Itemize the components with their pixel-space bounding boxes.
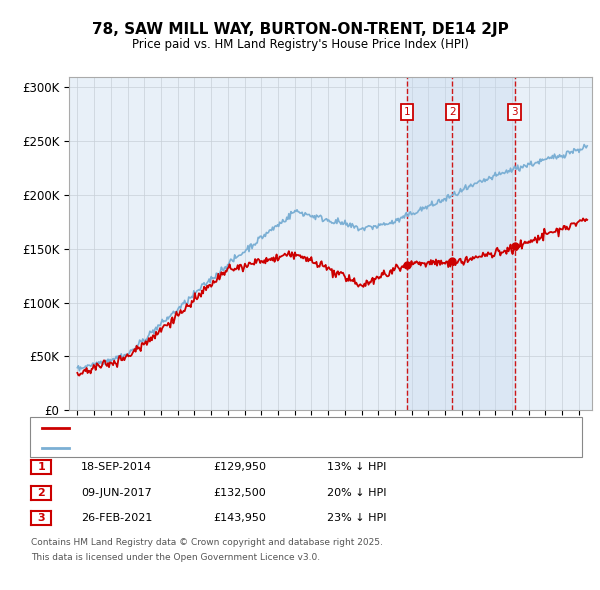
Bar bbox=[407, 77, 515, 410]
Text: 3: 3 bbox=[511, 107, 518, 117]
Text: 3: 3 bbox=[37, 513, 45, 523]
Text: 2: 2 bbox=[37, 488, 45, 497]
Text: £129,950: £129,950 bbox=[213, 463, 266, 472]
Text: 09-JUN-2017: 09-JUN-2017 bbox=[81, 488, 152, 497]
Text: 1: 1 bbox=[404, 107, 410, 117]
Text: Price paid vs. HM Land Registry's House Price Index (HPI): Price paid vs. HM Land Registry's House … bbox=[131, 38, 469, 51]
Text: 18-SEP-2014: 18-SEP-2014 bbox=[81, 463, 152, 472]
Text: HPI: Average price, semi-detached house, East Staffordshire: HPI: Average price, semi-detached house,… bbox=[73, 444, 388, 454]
Text: 13% ↓ HPI: 13% ↓ HPI bbox=[327, 463, 386, 472]
Text: Contains HM Land Registry data © Crown copyright and database right 2025.: Contains HM Land Registry data © Crown c… bbox=[31, 538, 383, 547]
Text: £132,500: £132,500 bbox=[213, 488, 266, 497]
Text: This data is licensed under the Open Government Licence v3.0.: This data is licensed under the Open Gov… bbox=[31, 553, 320, 562]
Text: 20% ↓ HPI: 20% ↓ HPI bbox=[327, 488, 386, 497]
Text: 1: 1 bbox=[37, 463, 45, 472]
Text: £143,950: £143,950 bbox=[213, 513, 266, 523]
Text: 78, SAW MILL WAY, BURTON-ON-TRENT, DE14 2JP (semi-detached house): 78, SAW MILL WAY, BURTON-ON-TRENT, DE14 … bbox=[73, 424, 452, 434]
Text: 2: 2 bbox=[449, 107, 456, 117]
Text: 26-FEB-2021: 26-FEB-2021 bbox=[81, 513, 152, 523]
Text: 23% ↓ HPI: 23% ↓ HPI bbox=[327, 513, 386, 523]
Text: 78, SAW MILL WAY, BURTON-ON-TRENT, DE14 2JP: 78, SAW MILL WAY, BURTON-ON-TRENT, DE14 … bbox=[92, 22, 508, 37]
